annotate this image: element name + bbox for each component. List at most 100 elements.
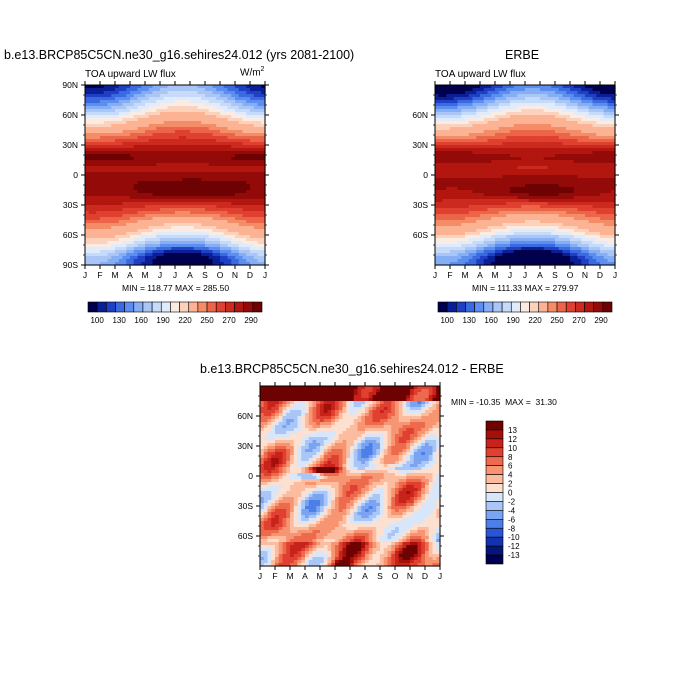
erbe-cell — [547, 241, 552, 245]
model-cell — [171, 253, 176, 257]
model-colorbar-box — [96, 301, 107, 313]
erbe-cell — [555, 121, 560, 125]
model-cell — [148, 223, 154, 227]
model-cell — [246, 196, 251, 200]
model-cell — [216, 244, 221, 248]
model-cell — [100, 151, 105, 155]
erbe-cell — [476, 154, 481, 158]
model-cell — [182, 178, 187, 182]
model-cell — [220, 184, 225, 188]
model-cell — [160, 259, 165, 263]
erbe-cell — [453, 178, 459, 182]
model-cell — [100, 142, 105, 146]
model-cell — [197, 235, 202, 239]
erbe-cell — [525, 187, 530, 191]
model-cell — [130, 88, 135, 92]
model-cell — [212, 124, 217, 128]
erbe-cell — [513, 130, 519, 134]
model-cell — [100, 94, 105, 98]
erbe-cell — [457, 187, 462, 191]
erbe-cell — [472, 88, 477, 92]
erbe-cell — [438, 130, 444, 134]
model-cell — [250, 253, 255, 257]
erbe-cell — [525, 193, 530, 197]
model-cell — [261, 184, 266, 188]
model-cell — [171, 121, 176, 125]
model-cell — [156, 94, 161, 98]
model-cell — [96, 250, 101, 254]
erbe-cell — [540, 220, 545, 224]
erbe-cell — [453, 97, 459, 101]
erbe-cell — [487, 136, 492, 140]
model-cell — [152, 142, 157, 146]
model-cell — [118, 130, 124, 134]
erbe-cell — [532, 103, 537, 107]
model-cell — [130, 169, 135, 173]
model-cell — [250, 145, 255, 149]
model-cell — [242, 85, 247, 89]
erbe-cell — [551, 250, 556, 254]
model-cell — [163, 151, 169, 155]
erbe-cell — [495, 247, 500, 251]
erbe-cell — [476, 163, 481, 167]
erbe-cell — [450, 85, 455, 89]
model-cell — [85, 136, 90, 140]
model-cell — [171, 154, 176, 158]
erbe-cell — [453, 148, 459, 152]
erbe-cell — [465, 175, 470, 179]
erbe-cell — [528, 178, 534, 182]
erbe-cell — [457, 133, 462, 137]
erbe-cell — [442, 133, 447, 137]
erbe-cell — [506, 85, 511, 89]
model-cell — [193, 262, 199, 266]
erbe-cell — [461, 154, 466, 158]
model-cell — [152, 196, 157, 200]
model-cell — [163, 103, 169, 107]
erbe-cell — [521, 142, 526, 146]
erbe-cell — [547, 211, 552, 215]
erbe-cell — [513, 172, 519, 176]
erbe-cell — [513, 103, 519, 107]
erbe-cell — [513, 229, 519, 233]
model-cell — [212, 226, 217, 230]
model-cell — [156, 202, 161, 206]
model-cell — [242, 145, 247, 149]
model-cell — [100, 250, 105, 254]
model-cell — [193, 175, 199, 179]
model-cell — [250, 163, 255, 167]
erbe-cell — [528, 106, 534, 110]
model-cell — [115, 235, 120, 239]
erbe-cell — [513, 118, 519, 122]
erbe-cell — [506, 217, 511, 221]
model-cell — [152, 202, 157, 206]
erbe-cell — [472, 112, 477, 116]
erbe-cell — [468, 250, 474, 254]
erbe-cell — [480, 136, 485, 140]
erbe-cell — [510, 250, 515, 254]
model-cell — [182, 163, 187, 167]
model-cell — [115, 226, 120, 230]
model-cell — [212, 145, 217, 149]
erbe-cell — [498, 103, 504, 107]
model-cell — [178, 181, 184, 185]
model-cell — [148, 100, 154, 104]
model-cell — [96, 130, 101, 134]
model-cell — [130, 97, 135, 101]
erbe-cell — [540, 214, 545, 218]
erbe-cell — [547, 121, 552, 125]
model-cell — [261, 142, 266, 146]
model-cell — [141, 229, 146, 233]
model-cell — [103, 115, 109, 119]
model-cell — [126, 172, 131, 176]
erbe-cell — [483, 253, 489, 257]
erbe-cell — [540, 166, 545, 170]
erbe-cell — [502, 157, 507, 161]
model-cell — [137, 229, 142, 233]
model-cell — [126, 91, 131, 95]
model-cell — [107, 151, 112, 155]
model-cell — [238, 118, 244, 122]
erbe-cell — [480, 145, 485, 149]
model-cell — [145, 238, 150, 242]
model-cell — [115, 205, 120, 209]
erbe-cell — [510, 121, 515, 125]
